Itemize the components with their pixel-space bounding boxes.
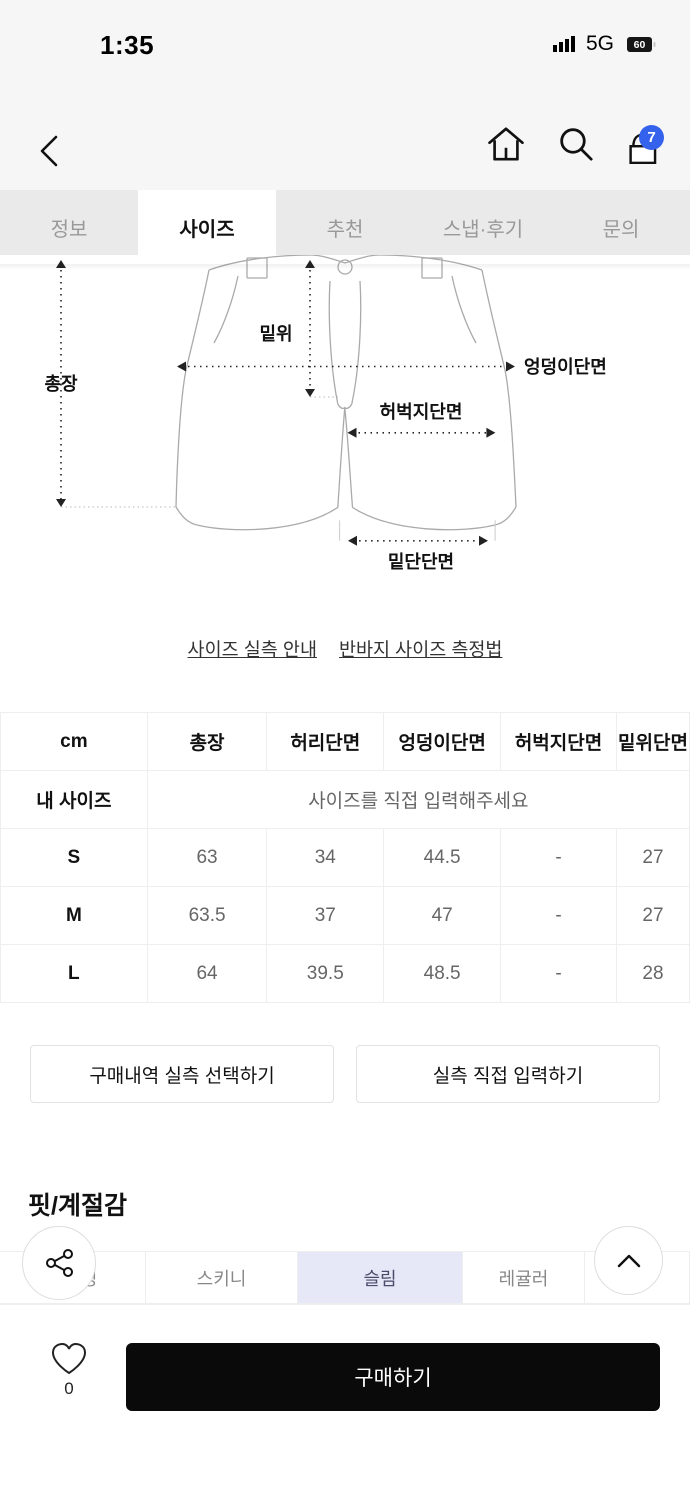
svg-text:엉덩이단면: 엉덩이단면 <box>524 357 607 377</box>
svg-text:허벅지단면: 허벅지단면 <box>380 402 463 422</box>
svg-text:밑위: 밑위 <box>259 324 292 344</box>
svg-text:밑단단면: 밑단단면 <box>388 552 454 572</box>
svg-text:총장: 총장 <box>44 374 78 394</box>
svg-text:60: 60 <box>634 39 646 51</box>
